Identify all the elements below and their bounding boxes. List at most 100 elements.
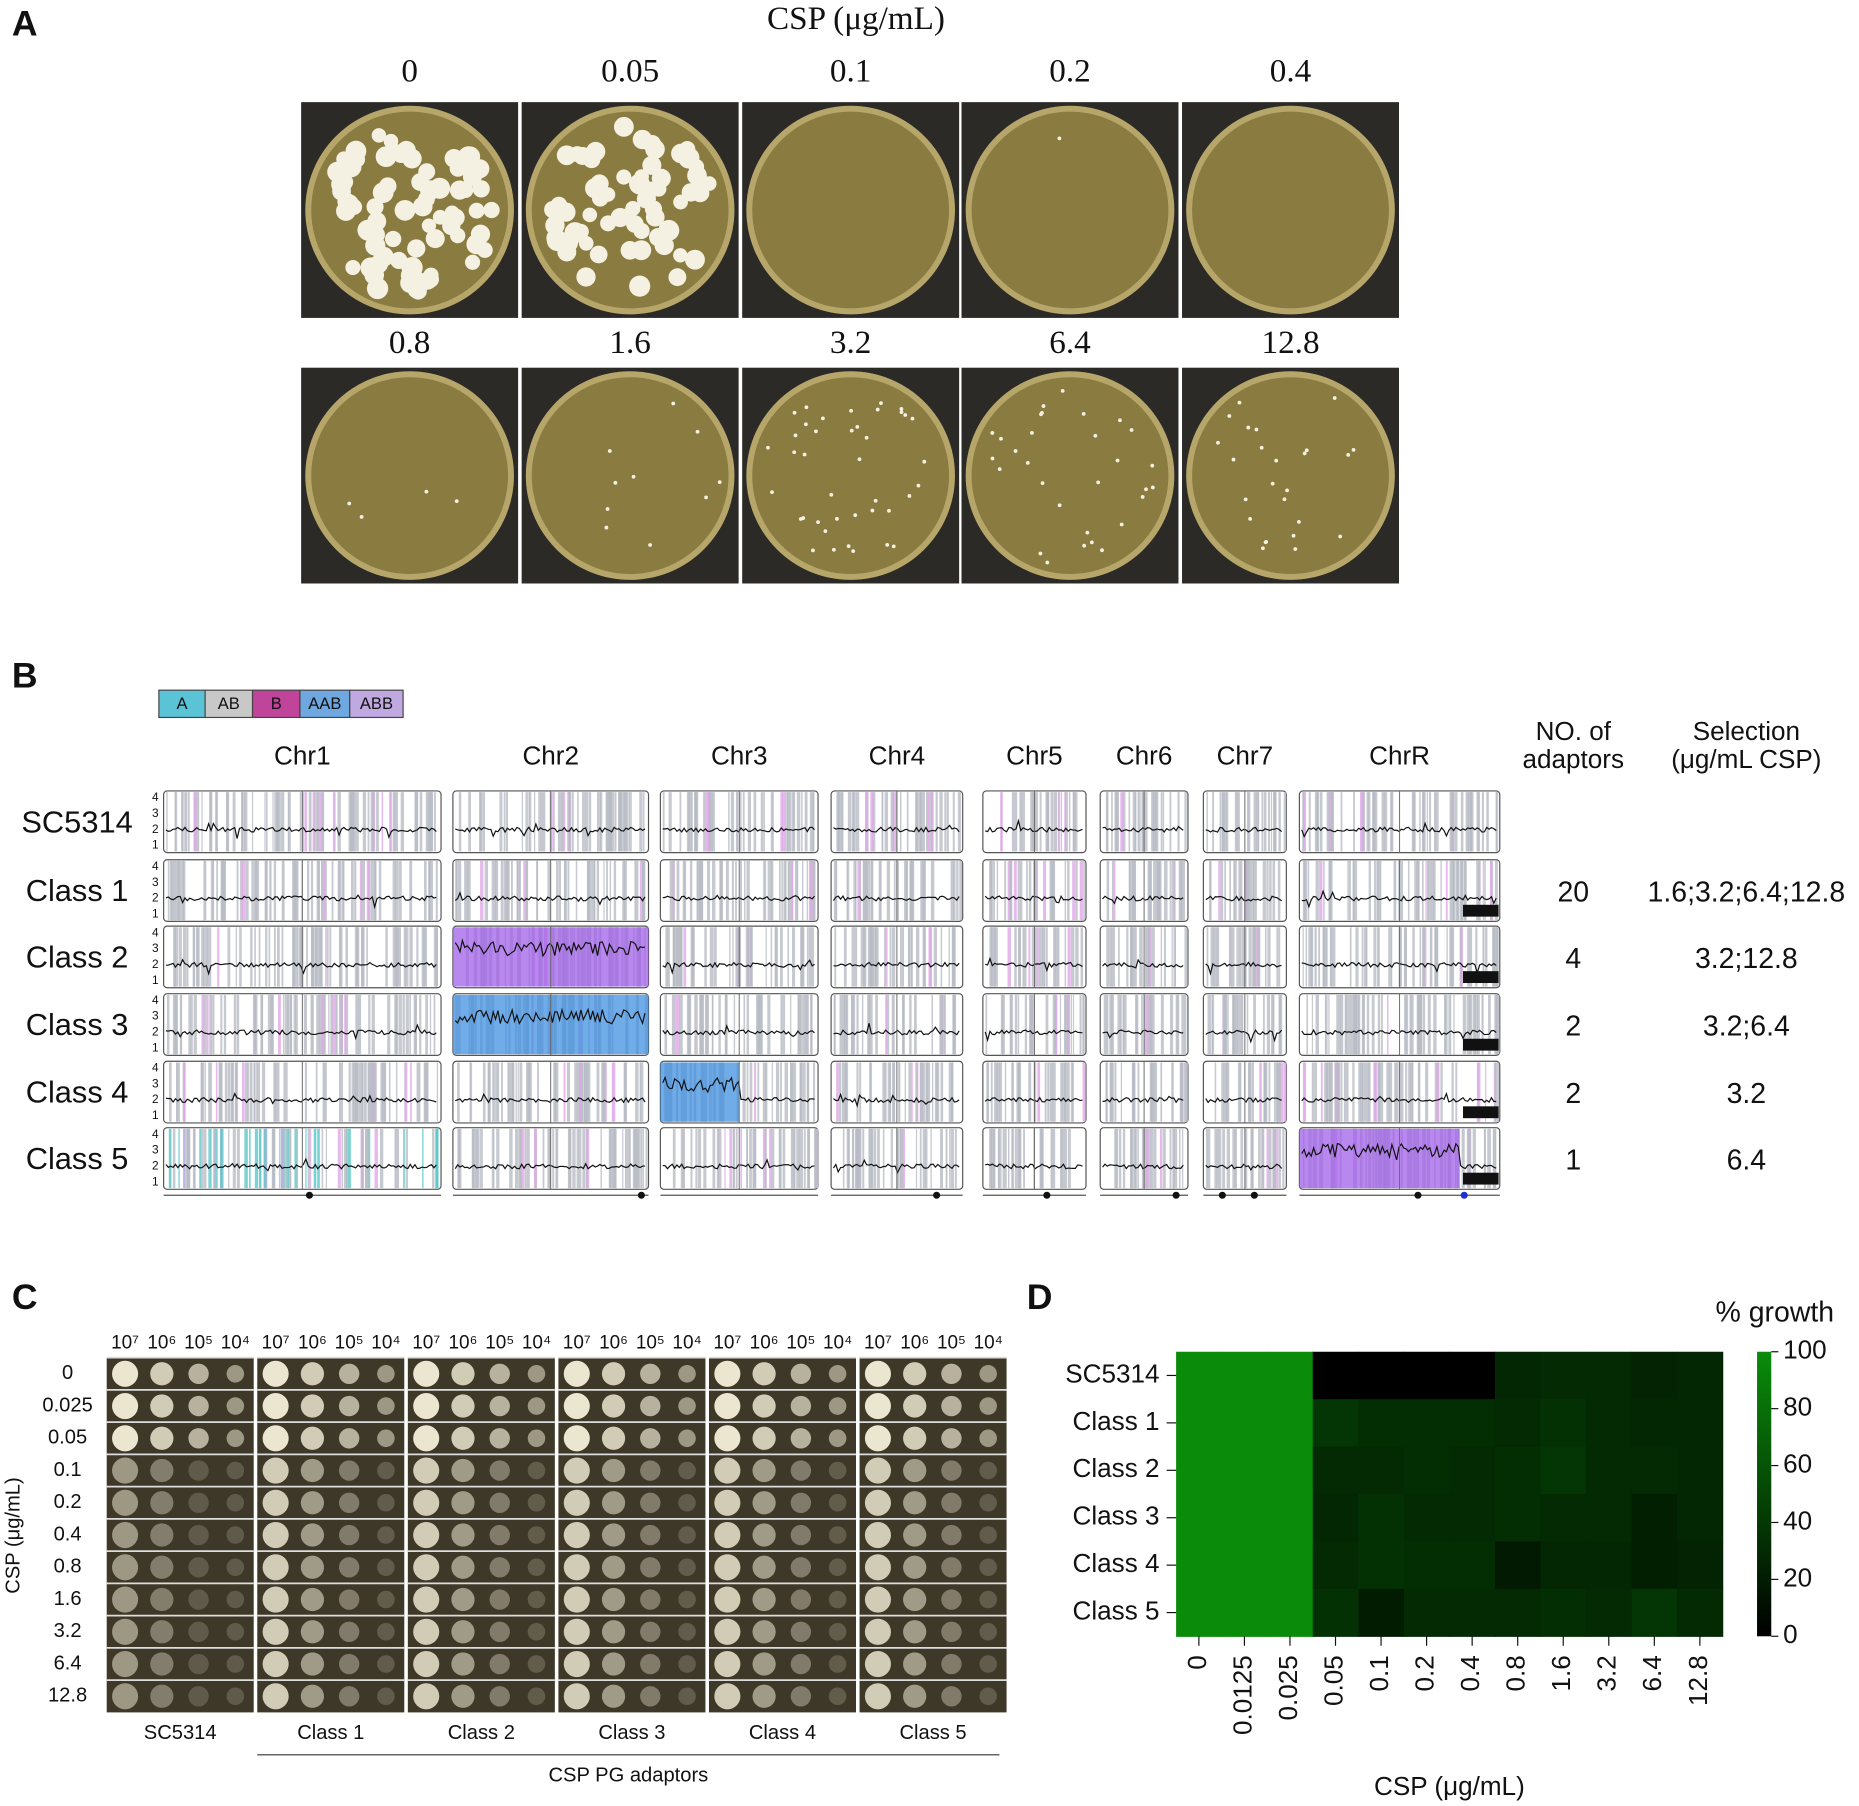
snp-stripe <box>1063 1128 1068 1189</box>
heatmap-cell <box>1494 1399 1542 1448</box>
snp-stripe <box>397 927 400 987</box>
snp-stripe <box>1059 1128 1062 1189</box>
snp-stripe <box>1308 927 1312 987</box>
snp-stripe <box>625 1062 628 1122</box>
rdna-marker <box>1250 1191 1258 1199</box>
legend-label: A <box>176 694 188 713</box>
colony <box>1030 430 1034 435</box>
snp-stripe <box>845 1062 847 1122</box>
snp-stripe <box>1014 1128 1018 1189</box>
snp-stripe <box>662 792 665 852</box>
colony <box>999 436 1003 441</box>
spot <box>489 1460 510 1481</box>
snp-stripe <box>1119 1128 1122 1189</box>
spot <box>941 1363 962 1384</box>
dilution-label: 10⁶ <box>599 1332 628 1353</box>
colony <box>1296 519 1301 524</box>
snp-stripe <box>567 860 570 921</box>
spot <box>527 1494 546 1512</box>
snp-stripe <box>683 860 686 921</box>
spot <box>377 1461 395 1480</box>
y-tick-label: Class 1 <box>1073 1406 1160 1436</box>
snp-stripe <box>935 792 938 852</box>
snp-stripe <box>553 1062 557 1122</box>
snp-stripe <box>236 994 240 1055</box>
snp-stripe <box>1407 860 1410 921</box>
colony <box>885 542 890 547</box>
snp-stripe <box>1221 1062 1224 1122</box>
colony <box>345 259 361 276</box>
snp-stripe <box>261 994 264 1055</box>
snp-stripe <box>1044 1062 1047 1122</box>
snp-stripe <box>1412 792 1415 852</box>
heatmap-cell <box>1358 1494 1405 1543</box>
snp-stripe <box>1220 860 1224 921</box>
snp-stripe <box>457 1062 460 1122</box>
snp-stripe <box>925 1062 929 1122</box>
snp-stripe <box>253 1062 256 1122</box>
snp-stripe <box>1452 860 1455 921</box>
snp-stripe <box>1348 860 1351 921</box>
snp-stripe <box>612 1062 616 1122</box>
snp-stripe <box>1115 1128 1118 1189</box>
chromosome-label: ChrR <box>1369 741 1430 771</box>
snp-stripe <box>201 927 205 987</box>
snp-stripe <box>789 792 791 852</box>
snp-stripe <box>423 927 428 987</box>
snp-stripe <box>1276 927 1279 987</box>
snp-stripe <box>1352 1062 1355 1122</box>
snp-stripe <box>288 1128 292 1189</box>
snp-stripe <box>628 792 632 852</box>
snp-stripe <box>1349 927 1352 987</box>
spot <box>489 1653 510 1675</box>
snp-stripe <box>228 1128 230 1189</box>
heatmap-cell <box>1677 1588 1724 1637</box>
spot <box>714 1457 741 1484</box>
spot <box>377 1526 395 1544</box>
snp-stripe <box>1173 927 1176 987</box>
snp-stripe <box>1435 927 1439 987</box>
snp-stripe <box>841 1062 844 1122</box>
colony <box>432 209 448 225</box>
concentration-label: 0.05 <box>601 52 659 89</box>
adaptor-count: 2 <box>1565 1078 1581 1110</box>
snp-stripe <box>1353 994 1357 1055</box>
strain-label: Class 1 <box>26 873 129 908</box>
snp-stripe <box>337 860 341 921</box>
snp-stripe <box>1485 1062 1487 1122</box>
spot <box>678 1590 696 1609</box>
snp-stripe <box>910 1062 913 1122</box>
snp-stripe <box>1451 1062 1454 1122</box>
concentration-label: 0.025 <box>42 1394 92 1416</box>
snp-stripe <box>1426 860 1429 921</box>
snp-stripe <box>1261 792 1264 852</box>
snp-stripe <box>1280 1062 1284 1122</box>
snp-stripe <box>940 927 943 987</box>
snp-stripe <box>1131 927 1133 987</box>
strain-label: Class 3 <box>26 1007 129 1042</box>
snp-stripe <box>1142 792 1145 852</box>
snp-stripe <box>1268 1062 1271 1122</box>
snp-stripe <box>605 1062 607 1122</box>
snp-stripe <box>884 1062 887 1122</box>
spot <box>226 1655 245 1673</box>
snp-stripe <box>204 860 207 921</box>
strain-label: Class 3 <box>598 1722 665 1744</box>
snp-stripe <box>797 994 800 1055</box>
snp-stripe <box>280 792 285 852</box>
copy-tick-label: 1 <box>152 906 159 920</box>
snp-stripe <box>634 860 636 921</box>
snp-stripe <box>1160 927 1163 987</box>
snp-stripe <box>1412 927 1415 987</box>
snp-stripe <box>679 994 683 1055</box>
snp-stripe <box>1245 860 1249 921</box>
snp-stripe <box>584 792 587 852</box>
copy-tick-label: 4 <box>152 1127 159 1141</box>
snp-stripe <box>920 860 924 921</box>
colony <box>590 174 609 193</box>
snp-stripe <box>1246 792 1249 852</box>
spot <box>640 1557 661 1578</box>
spot <box>338 1460 360 1481</box>
snp-stripe <box>873 1128 877 1189</box>
spot <box>188 1557 209 1578</box>
